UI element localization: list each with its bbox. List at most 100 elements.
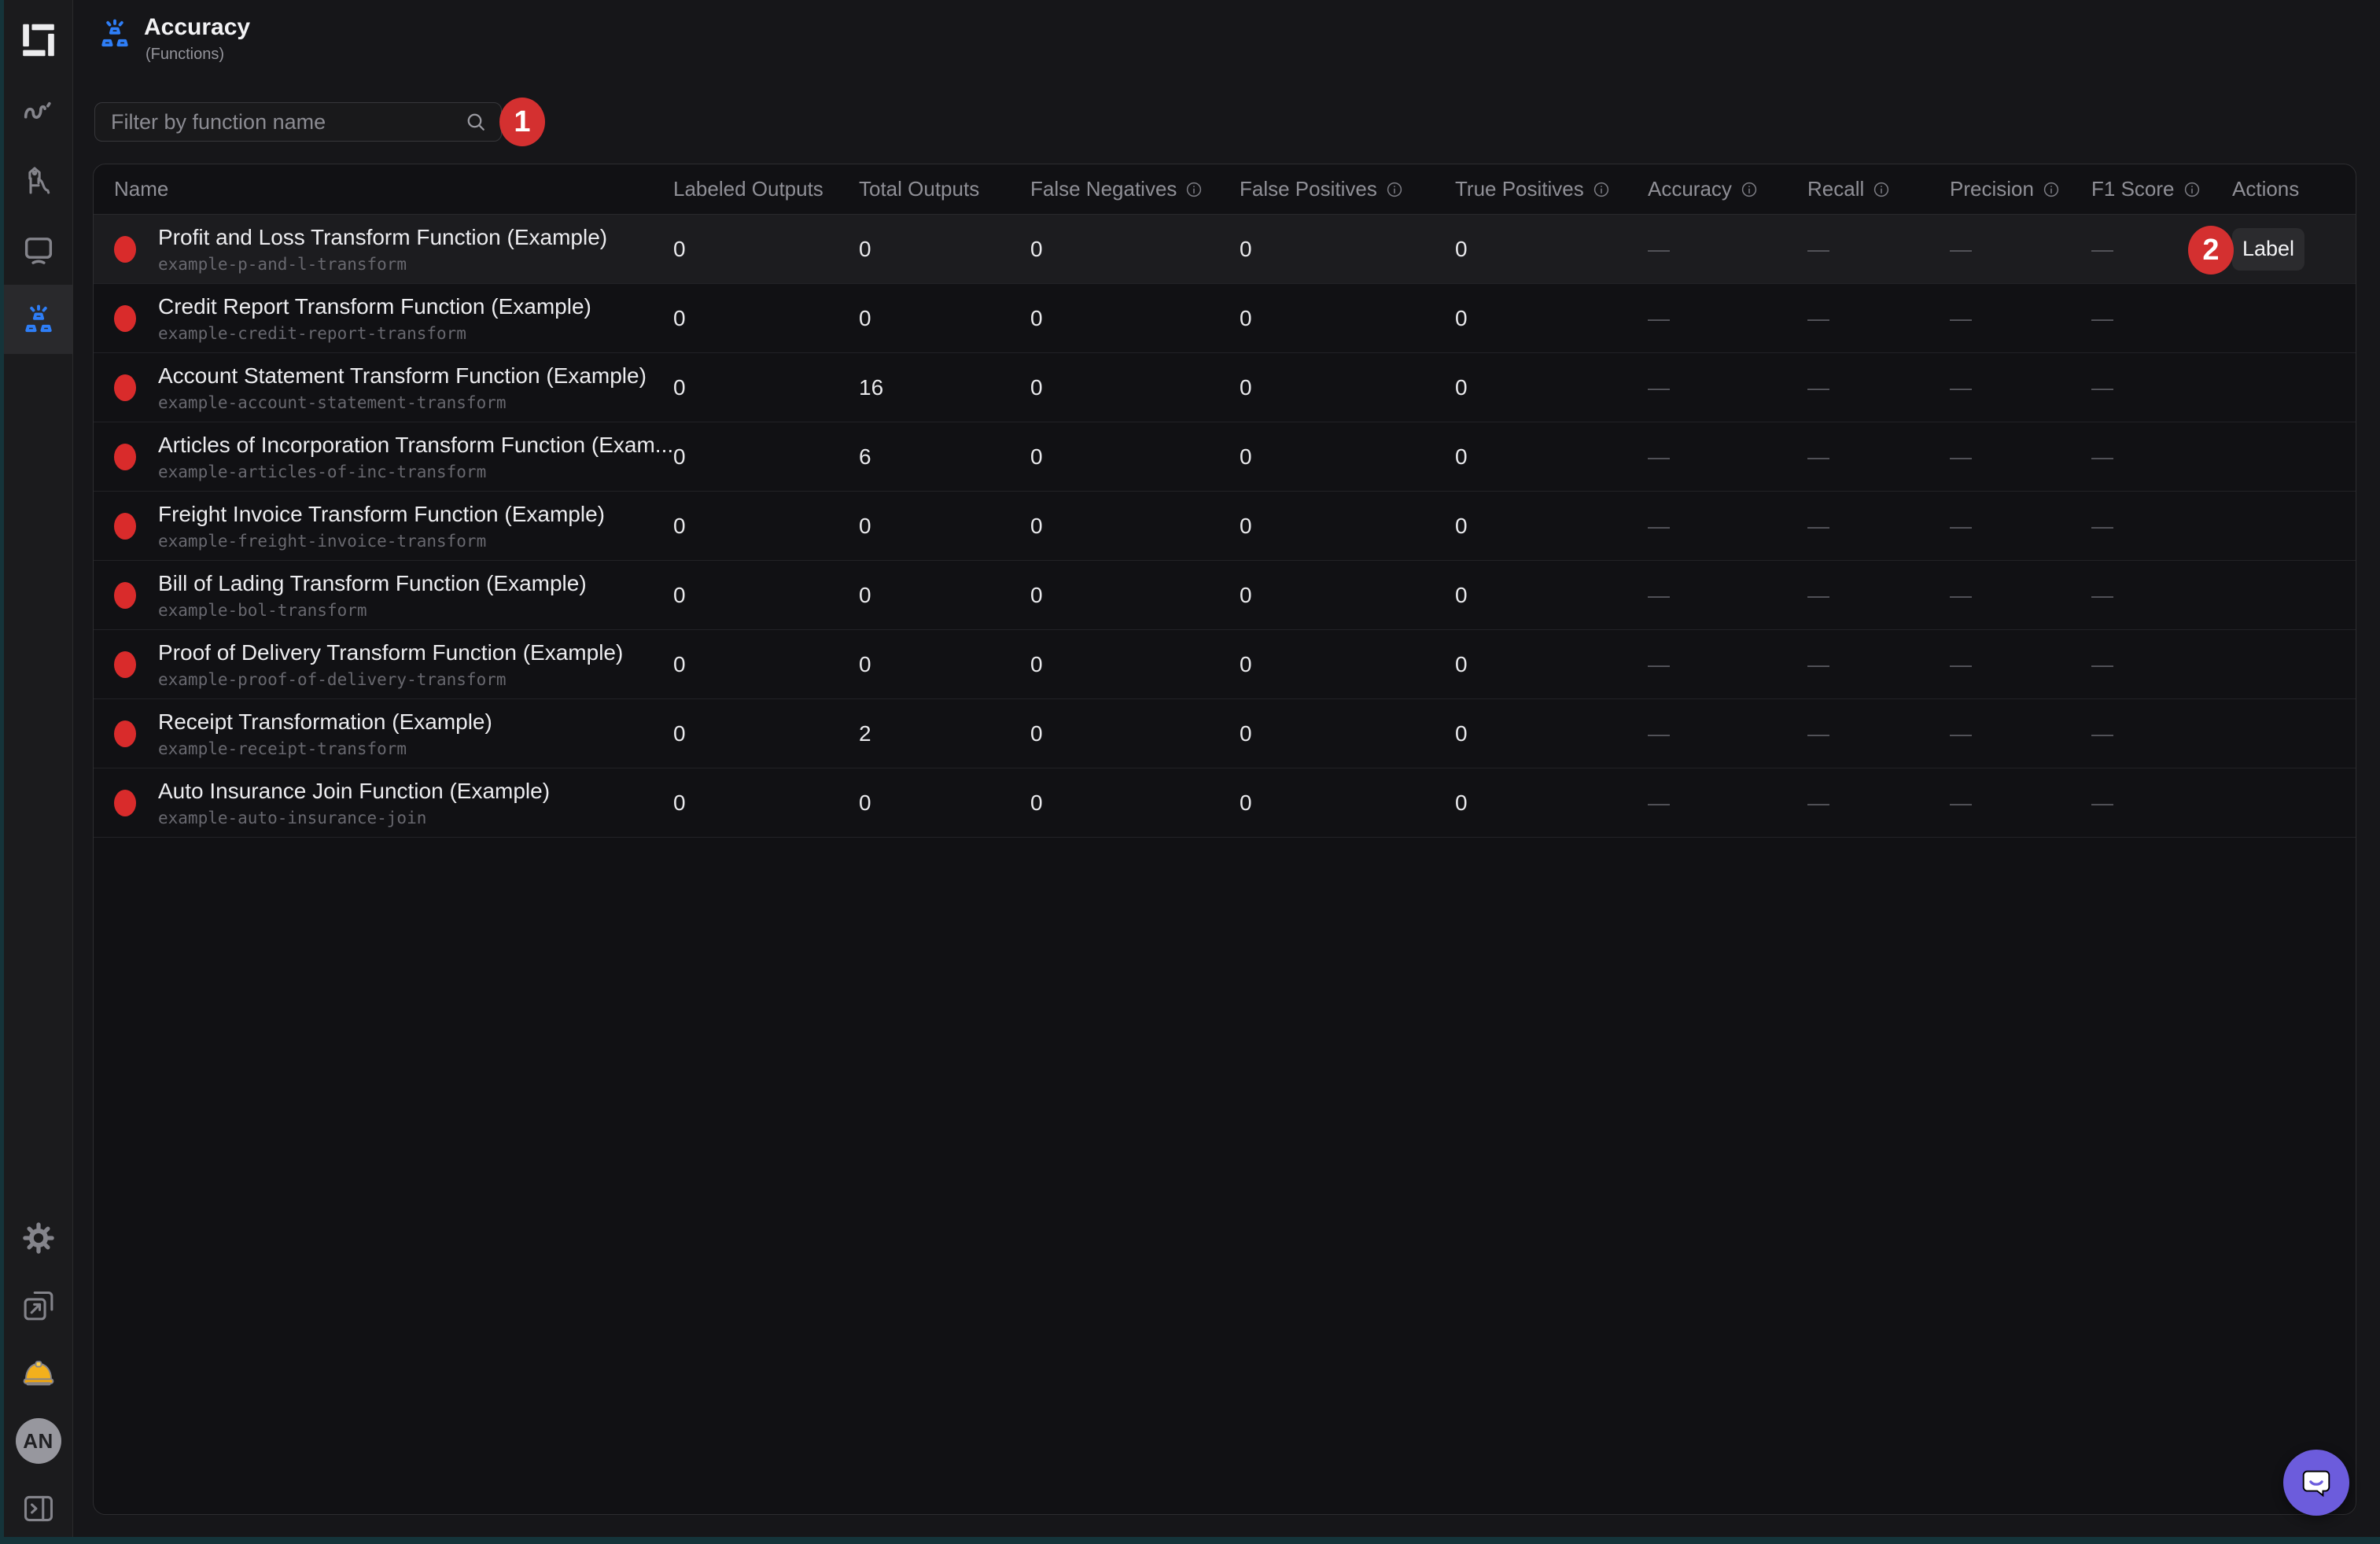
status-dot-icon <box>114 443 136 470</box>
sidebar-item-construction[interactable] <box>4 1345 72 1402</box>
sidebar-item-playground[interactable] <box>4 146 72 216</box>
page-subtitle: (Functions) <box>146 46 225 63</box>
function-name: Credit Report Transform Function (Exampl… <box>158 293 591 319</box>
metric-value: 0 <box>859 236 871 261</box>
metric-value: — <box>1950 582 1972 607</box>
column-header-labeled-outputs: Labeled Outputs <box>673 177 823 201</box>
function-name-cell: Receipt Transformation (Example) example… <box>114 709 673 758</box>
metric-value: — <box>2091 305 2113 330</box>
table-row[interactable]: Credit Report Transform Function (Exampl… <box>94 284 2356 353</box>
metric-value: 0 <box>1455 513 1468 538</box>
table-row[interactable]: Freight Invoice Transform Function (Exam… <box>94 492 2356 561</box>
metric-value: — <box>2091 374 2113 400</box>
metric-value: — <box>2091 790 2113 815</box>
sidebar-item-accuracy[interactable] <box>4 285 72 354</box>
avatar: AN <box>15 1418 61 1464</box>
info-icon[interactable] <box>1872 180 1891 199</box>
label-button[interactable]: Label <box>2232 227 2304 271</box>
metric-value: — <box>2091 720 2113 746</box>
sidebar-item-settings[interactable] <box>4 1210 72 1266</box>
table-row[interactable]: Receipt Transformation (Example) example… <box>94 699 2356 768</box>
collapse-panel-icon <box>20 1491 57 1527</box>
metric-value: 0 <box>673 582 686 607</box>
metric-value: 0 <box>859 790 871 815</box>
metric-value: 0 <box>1030 651 1043 676</box>
sidebar-item-collapse-sidebar[interactable] <box>4 1480 72 1537</box>
metric-value: 0 <box>1030 720 1043 746</box>
metric-value: — <box>2091 236 2113 261</box>
info-icon[interactable] <box>1184 180 1203 199</box>
sidebar-item-monitor[interactable] <box>4 216 72 285</box>
metric-value: 0 <box>1030 513 1043 538</box>
status-dot-icon <box>114 581 136 609</box>
metric-value: — <box>1807 582 1829 607</box>
info-icon[interactable] <box>1592 180 1611 199</box>
metric-value: 16 <box>859 374 884 400</box>
metric-value: 0 <box>673 305 686 330</box>
function-name: Profit and Loss Transform Function (Exam… <box>158 224 608 249</box>
metric-value: 0 <box>673 651 686 676</box>
annotation-marker-2: 2 <box>2188 226 2234 275</box>
sidebar-item-activity[interactable] <box>4 77 72 146</box>
column-header-false-negatives: False Negatives <box>1030 177 1240 201</box>
metric-value: 2 <box>859 720 871 746</box>
metric-value: 0 <box>673 444 686 469</box>
info-icon[interactable] <box>2042 180 2061 199</box>
metric-value: 0 <box>1240 374 1252 400</box>
metric-value: 0 <box>673 236 686 261</box>
sidebar-item-account[interactable]: AN <box>4 1413 72 1469</box>
metric-value: — <box>1648 236 1670 261</box>
sidebar-nav-top <box>4 77 72 354</box>
metric-value: — <box>1648 374 1670 400</box>
function-name: Account Statement Transform Function (Ex… <box>158 363 647 388</box>
metric-value: — <box>1807 790 1829 815</box>
function-name: Articles of Incorporation Transform Func… <box>158 432 673 457</box>
metric-value: 0 <box>673 374 686 400</box>
info-icon[interactable] <box>1385 180 1404 199</box>
metric-value: — <box>1648 720 1670 746</box>
table-row[interactable]: Auto Insurance Join Function (Example) e… <box>94 768 2356 838</box>
function-name-cell: Credit Report Transform Function (Exampl… <box>114 294 673 343</box>
function-name: Receipt Transformation (Example) <box>158 709 492 734</box>
metric-value: 6 <box>859 444 871 469</box>
info-icon[interactable] <box>2183 180 2201 199</box>
function-slug: example-account-statement-transform <box>158 392 507 412</box>
activity-icon <box>20 94 57 130</box>
table-row[interactable]: Articles of Incorporation Transform Func… <box>94 422 2356 492</box>
metric-value: 0 <box>1455 444 1468 469</box>
metric-value: — <box>1950 305 1972 330</box>
chat-launcher-button[interactable] <box>2283 1450 2349 1516</box>
status-dot-icon <box>114 650 136 678</box>
table-row[interactable]: Proof of Delivery Transform Function (Ex… <box>94 630 2356 699</box>
sidebar-item-open-external[interactable] <box>4 1277 72 1334</box>
functions-table: Name Labeled Outputs Total Outputs False Ne… <box>93 164 2356 1515</box>
function-name-cell: Auto Insurance Join Function (Example) e… <box>114 779 673 827</box>
metric-value: — <box>1648 444 1670 469</box>
table-row[interactable]: Profit and Loss Transform Function (Exam… <box>94 215 2356 284</box>
metric-value: — <box>1950 374 1972 400</box>
metric-value: 0 <box>673 790 686 815</box>
metric-value: — <box>2091 582 2113 607</box>
function-slug: example-bol-transform <box>158 600 367 620</box>
metric-value: 0 <box>1455 651 1468 676</box>
column-header-total-outputs: Total Outputs <box>859 177 980 201</box>
filter-input[interactable] <box>94 102 502 142</box>
metric-value: 0 <box>1455 720 1468 746</box>
metric-value: 0 <box>859 305 871 330</box>
column-header-recall: Recall <box>1807 177 1950 201</box>
table-row[interactable]: Bill of Lading Transform Function (Examp… <box>94 561 2356 630</box>
metric-value: 0 <box>673 513 686 538</box>
chat-bubble-icon <box>2298 1465 2334 1501</box>
table-row[interactable]: Account Statement Transform Function (Ex… <box>94 353 2356 422</box>
metric-value: — <box>2091 513 2113 538</box>
metric-value: 0 <box>1455 374 1468 400</box>
status-dot-icon <box>114 235 136 263</box>
function-slug: example-auto-insurance-join <box>158 808 427 827</box>
metric-value: — <box>1648 790 1670 815</box>
metric-value: 0 <box>673 720 686 746</box>
metric-value: 0 <box>1030 444 1043 469</box>
function-name-cell: Proof of Delivery Transform Function (Ex… <box>114 640 673 689</box>
info-icon[interactable] <box>1740 180 1759 199</box>
column-header-accuracy: Accuracy <box>1648 177 1807 201</box>
column-header-name: Name <box>114 177 169 201</box>
